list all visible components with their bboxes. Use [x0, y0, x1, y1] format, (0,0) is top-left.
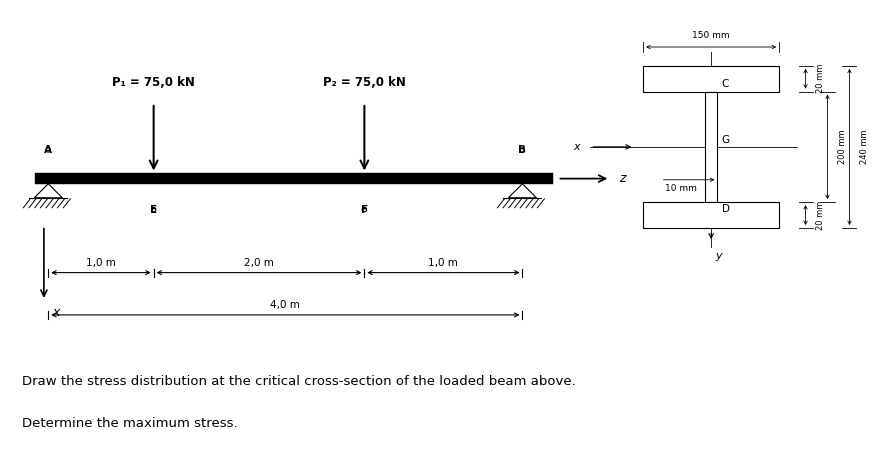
Text: P₁ = 75,0 kN: P₁ = 75,0 kN — [112, 76, 195, 89]
Circle shape — [361, 207, 367, 212]
Text: x: x — [53, 306, 60, 319]
Text: B: B — [517, 145, 526, 155]
Text: 200 mm: 200 mm — [837, 130, 846, 164]
Circle shape — [519, 148, 524, 152]
Text: 1,0 m: 1,0 m — [86, 258, 116, 267]
Bar — [35, 173, 553, 184]
Text: G: G — [721, 134, 729, 145]
Text: 1,0 m: 1,0 m — [428, 258, 458, 267]
Text: 2,0 m: 2,0 m — [244, 258, 274, 267]
Text: y: y — [715, 251, 722, 261]
Bar — [642, 66, 779, 92]
Text: Draw the stress distribution at the critical cross-section of the loaded beam ab: Draw the stress distribution at the crit… — [22, 375, 575, 388]
Text: 240 mm: 240 mm — [859, 130, 868, 164]
Text: 150 mm: 150 mm — [692, 31, 729, 40]
Text: A: A — [44, 145, 53, 155]
Text: x: x — [573, 142, 580, 152]
Text: 20 mm: 20 mm — [816, 200, 824, 230]
Text: z: z — [618, 172, 624, 185]
Bar — [704, 92, 717, 202]
Text: 4,0 m: 4,0 m — [270, 300, 300, 310]
Polygon shape — [34, 184, 62, 198]
Text: 10 mm: 10 mm — [665, 185, 696, 194]
Text: D: D — [721, 204, 729, 214]
Circle shape — [151, 207, 156, 212]
Circle shape — [46, 148, 51, 152]
Text: Determine the maximum stress.: Determine the maximum stress. — [22, 417, 238, 430]
Polygon shape — [508, 184, 536, 198]
Text: F: F — [360, 204, 367, 215]
Text: P₂ = 75,0 kN: P₂ = 75,0 kN — [323, 76, 405, 89]
Text: 20 mm: 20 mm — [816, 64, 824, 94]
Bar — [642, 202, 779, 228]
Text: C: C — [721, 79, 728, 89]
Text: E: E — [150, 204, 157, 215]
